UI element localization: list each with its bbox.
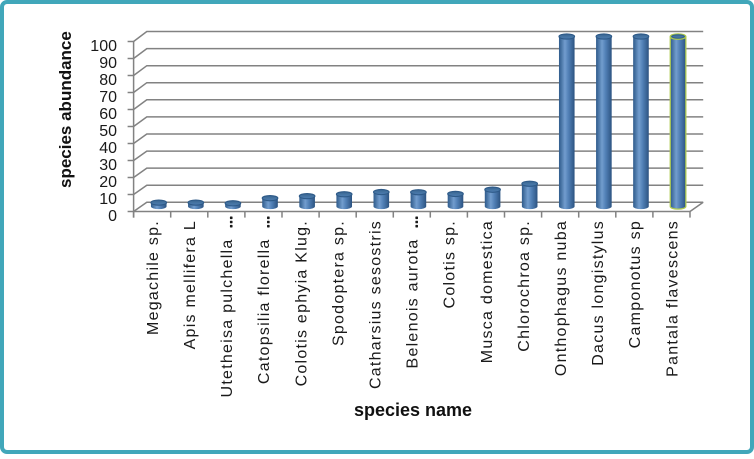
svg-text:0: 0 [108,208,117,225]
svg-text:Colotis sp.: Colotis sp. [442,220,459,308]
svg-text:Camponotus sp: Camponotus sp [627,220,644,348]
svg-text:Musca domestica: Musca domestica [479,220,496,363]
svg-text:Pantala flavescens: Pantala flavescens [664,220,681,377]
svg-text:90: 90 [99,55,117,72]
svg-text:Apis mellifera L: Apis mellifera L [182,220,199,349]
svg-text:60: 60 [99,106,117,123]
svg-text:Utetheisa pulchella: Utetheisa pulchella [219,239,236,398]
svg-text:Dacus longistylus: Dacus longistylus [590,220,607,366]
svg-text:species abundance: species abundance [56,31,75,188]
svg-text:Megachile sp.: Megachile sp. [145,220,162,335]
svg-text:species name: species name [354,400,472,420]
svg-text:Spodoptera sp.: Spodoptera sp. [330,220,347,346]
svg-text:Onthophagus nuba: Onthophagus nuba [553,220,570,376]
svg-text:20: 20 [99,174,117,191]
svg-text:30: 30 [99,157,117,174]
svg-text:Colotis ephyia Klug.: Colotis ephyia Klug. [293,220,310,386]
svg-text:50: 50 [99,123,117,140]
svg-text:10: 10 [99,191,117,208]
svg-text:100: 100 [90,38,117,55]
svg-text:Catopsilia florella: Catopsilia florella [256,239,273,385]
svg-text:80: 80 [99,72,117,89]
svg-text:Belenois aurota: Belenois aurota [405,239,422,369]
svg-text:Catharsius sesostris: Catharsius sesostris [368,220,385,389]
svg-text:Chlorochroa sp.: Chlorochroa sp. [516,220,533,352]
svg-text:70: 70 [99,89,117,106]
svg-text:40: 40 [99,140,117,157]
